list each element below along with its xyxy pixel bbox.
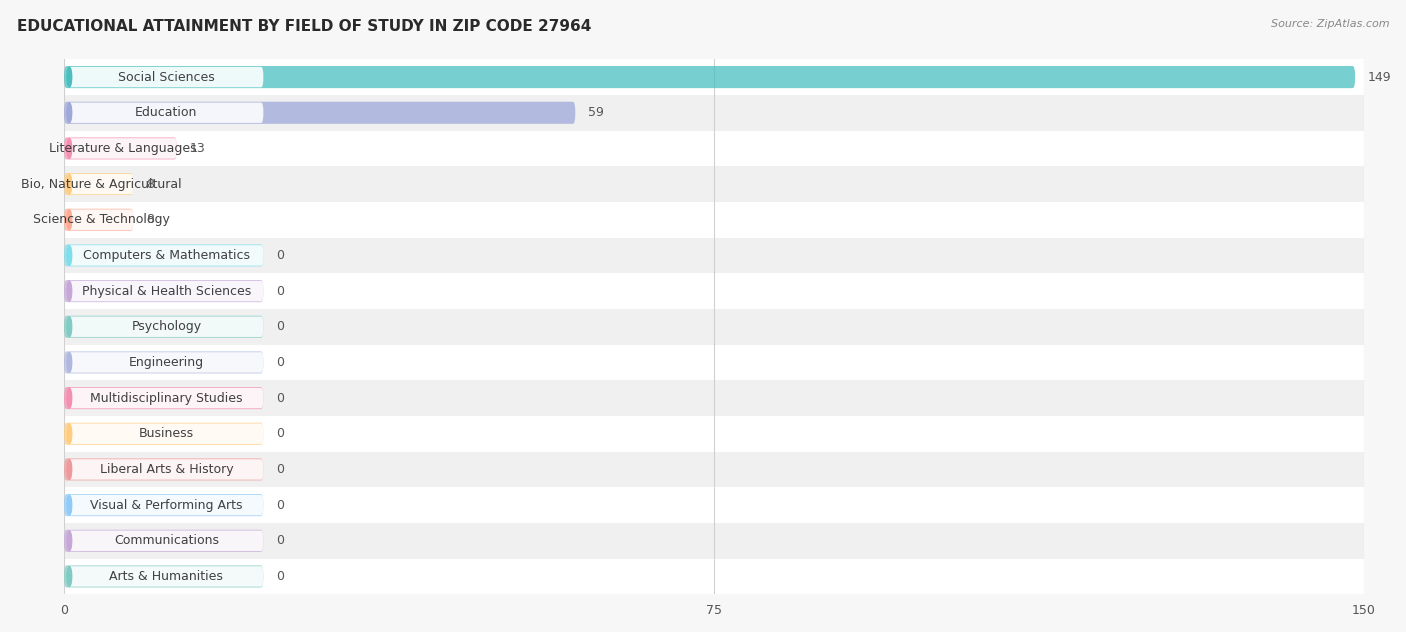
FancyBboxPatch shape xyxy=(65,530,263,552)
Text: Psychology: Psychology xyxy=(131,320,201,333)
Text: Multidisciplinary Studies: Multidisciplinary Studies xyxy=(90,392,243,404)
Bar xyxy=(65,344,1364,380)
Text: Education: Education xyxy=(135,106,197,119)
Text: 8: 8 xyxy=(146,213,155,226)
Text: Source: ZipAtlas.com: Source: ZipAtlas.com xyxy=(1271,19,1389,29)
Circle shape xyxy=(67,495,72,515)
FancyBboxPatch shape xyxy=(66,67,263,87)
FancyBboxPatch shape xyxy=(65,351,263,374)
Circle shape xyxy=(67,281,72,301)
FancyBboxPatch shape xyxy=(66,102,263,123)
FancyBboxPatch shape xyxy=(65,494,263,516)
Circle shape xyxy=(67,531,72,550)
FancyBboxPatch shape xyxy=(65,173,134,195)
Bar xyxy=(65,559,1364,594)
Text: 0: 0 xyxy=(277,356,284,369)
Text: Business: Business xyxy=(139,427,194,441)
Text: Arts & Humanities: Arts & Humanities xyxy=(110,570,224,583)
FancyBboxPatch shape xyxy=(65,102,575,124)
Bar xyxy=(65,238,1364,273)
Bar xyxy=(65,380,1364,416)
FancyBboxPatch shape xyxy=(65,209,134,231)
FancyBboxPatch shape xyxy=(66,423,263,444)
Circle shape xyxy=(67,245,72,265)
FancyBboxPatch shape xyxy=(66,281,263,301)
Circle shape xyxy=(67,210,72,230)
Text: Physical & Health Sciences: Physical & Health Sciences xyxy=(82,284,250,298)
Text: 149: 149 xyxy=(1368,71,1392,83)
FancyBboxPatch shape xyxy=(65,423,263,445)
FancyBboxPatch shape xyxy=(65,316,263,338)
Text: Social Sciences: Social Sciences xyxy=(118,71,215,83)
Text: 0: 0 xyxy=(277,249,284,262)
Bar xyxy=(65,59,1364,95)
Text: 0: 0 xyxy=(277,284,284,298)
Text: Liberal Arts & History: Liberal Arts & History xyxy=(100,463,233,476)
Bar xyxy=(65,487,1364,523)
FancyBboxPatch shape xyxy=(66,352,263,373)
Circle shape xyxy=(67,388,72,408)
Bar xyxy=(65,95,1364,131)
Circle shape xyxy=(67,174,72,194)
FancyBboxPatch shape xyxy=(66,138,177,159)
Text: 8: 8 xyxy=(146,178,155,191)
Text: Engineering: Engineering xyxy=(129,356,204,369)
FancyBboxPatch shape xyxy=(65,280,263,302)
Text: 13: 13 xyxy=(190,142,205,155)
Text: EDUCATIONAL ATTAINMENT BY FIELD OF STUDY IN ZIP CODE 27964: EDUCATIONAL ATTAINMENT BY FIELD OF STUDY… xyxy=(17,19,592,34)
Text: 0: 0 xyxy=(277,463,284,476)
Bar xyxy=(65,416,1364,452)
Text: Bio, Nature & Agricultural: Bio, Nature & Agricultural xyxy=(21,178,181,191)
Circle shape xyxy=(67,317,72,337)
Bar xyxy=(65,309,1364,344)
FancyBboxPatch shape xyxy=(65,566,263,588)
Text: 0: 0 xyxy=(277,320,284,333)
Circle shape xyxy=(67,566,72,586)
Bar xyxy=(65,202,1364,238)
FancyBboxPatch shape xyxy=(66,459,263,480)
FancyBboxPatch shape xyxy=(65,66,1355,88)
Text: Literature & Languages: Literature & Languages xyxy=(49,142,197,155)
Text: 0: 0 xyxy=(277,570,284,583)
Text: Computers & Mathematics: Computers & Mathematics xyxy=(83,249,250,262)
Text: 59: 59 xyxy=(588,106,605,119)
FancyBboxPatch shape xyxy=(65,458,263,480)
FancyBboxPatch shape xyxy=(65,387,263,409)
Text: 0: 0 xyxy=(277,534,284,547)
FancyBboxPatch shape xyxy=(66,174,134,194)
Text: 0: 0 xyxy=(277,427,284,441)
Text: Science & Technology: Science & Technology xyxy=(32,213,170,226)
Bar xyxy=(65,131,1364,166)
FancyBboxPatch shape xyxy=(66,245,263,265)
Text: 0: 0 xyxy=(277,499,284,512)
FancyBboxPatch shape xyxy=(65,245,263,267)
FancyBboxPatch shape xyxy=(66,317,263,337)
Circle shape xyxy=(67,138,72,159)
Text: 0: 0 xyxy=(277,392,284,404)
FancyBboxPatch shape xyxy=(66,495,263,515)
FancyBboxPatch shape xyxy=(66,566,263,586)
Circle shape xyxy=(67,424,72,444)
Circle shape xyxy=(67,459,72,480)
Circle shape xyxy=(67,353,72,372)
FancyBboxPatch shape xyxy=(66,531,263,551)
Bar xyxy=(65,166,1364,202)
Circle shape xyxy=(67,67,72,87)
Circle shape xyxy=(67,103,72,123)
FancyBboxPatch shape xyxy=(66,388,263,408)
Text: Visual & Performing Arts: Visual & Performing Arts xyxy=(90,499,243,512)
Text: Communications: Communications xyxy=(114,534,219,547)
FancyBboxPatch shape xyxy=(66,210,134,230)
FancyBboxPatch shape xyxy=(65,137,177,159)
Bar xyxy=(65,523,1364,559)
Bar xyxy=(65,452,1364,487)
Bar xyxy=(65,273,1364,309)
